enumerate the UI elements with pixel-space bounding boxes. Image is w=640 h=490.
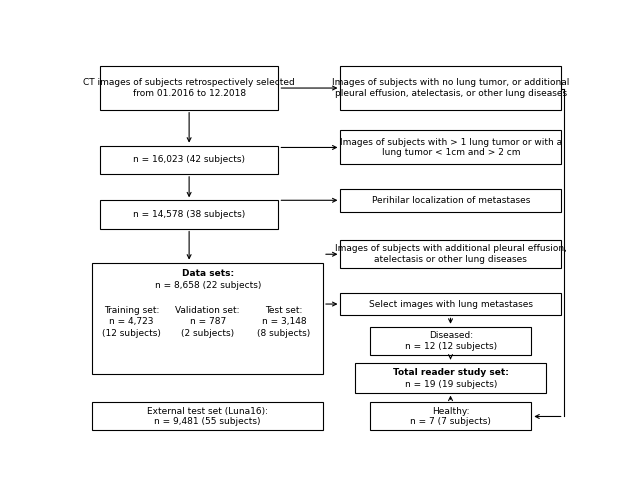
Text: Images of subjects with > 1 lung tumor or with a
lung tumor < 1cm and > 2 cm: Images of subjects with > 1 lung tumor o… (340, 138, 562, 157)
FancyBboxPatch shape (340, 66, 561, 110)
FancyBboxPatch shape (370, 402, 531, 430)
Text: Data sets:: Data sets: (182, 269, 234, 278)
Text: n = 19 (19 subjects): n = 19 (19 subjects) (404, 380, 497, 389)
Text: n = 787: n = 787 (189, 317, 226, 326)
FancyBboxPatch shape (92, 402, 323, 430)
Text: Healthy:
n = 7 (7 subjects): Healthy: n = 7 (7 subjects) (410, 407, 491, 426)
Text: Diseased:
n = 12 (12 subjects): Diseased: n = 12 (12 subjects) (404, 331, 497, 350)
FancyBboxPatch shape (100, 200, 278, 228)
Text: Images of subjects with no lung tumor, or additional
pleural effusion, atelectas: Images of subjects with no lung tumor, o… (332, 78, 570, 98)
Text: Images of subjects with additional pleural effusion,
atelectasis or other lung d: Images of subjects with additional pleur… (335, 245, 566, 264)
Text: n = 8,658 (22 subjects): n = 8,658 (22 subjects) (154, 281, 261, 290)
Text: (2 subjects): (2 subjects) (181, 329, 234, 338)
Text: CT images of subjects retrospectively selected
from 01.2016 to 12.2018: CT images of subjects retrospectively se… (83, 78, 295, 98)
FancyBboxPatch shape (355, 363, 547, 392)
FancyBboxPatch shape (370, 327, 531, 355)
FancyBboxPatch shape (340, 130, 561, 165)
Text: n = 4,723: n = 4,723 (109, 317, 154, 326)
Text: Training set:: Training set: (104, 306, 159, 315)
Text: Select images with lung metastases: Select images with lung metastases (369, 299, 532, 309)
FancyBboxPatch shape (100, 66, 278, 110)
Text: Perihilar localization of metastases: Perihilar localization of metastases (372, 196, 530, 205)
Text: Test set:: Test set: (265, 306, 303, 315)
FancyBboxPatch shape (92, 263, 323, 374)
Text: n = 3,148: n = 3,148 (262, 317, 306, 326)
FancyBboxPatch shape (340, 293, 561, 316)
Text: n = 16,023 (42 subjects): n = 16,023 (42 subjects) (133, 155, 245, 164)
Text: Validation set:: Validation set: (175, 306, 240, 315)
FancyBboxPatch shape (340, 240, 561, 268)
Text: (8 subjects): (8 subjects) (257, 329, 310, 338)
Text: Total reader study set:: Total reader study set: (393, 368, 509, 377)
Text: External test set (Luna16):
n = 9,481 (55 subjects): External test set (Luna16): n = 9,481 (5… (147, 407, 268, 426)
FancyBboxPatch shape (100, 146, 278, 174)
Text: (12 subjects): (12 subjects) (102, 329, 161, 338)
Text: n = 14,578 (38 subjects): n = 14,578 (38 subjects) (133, 210, 245, 219)
FancyBboxPatch shape (340, 189, 561, 212)
